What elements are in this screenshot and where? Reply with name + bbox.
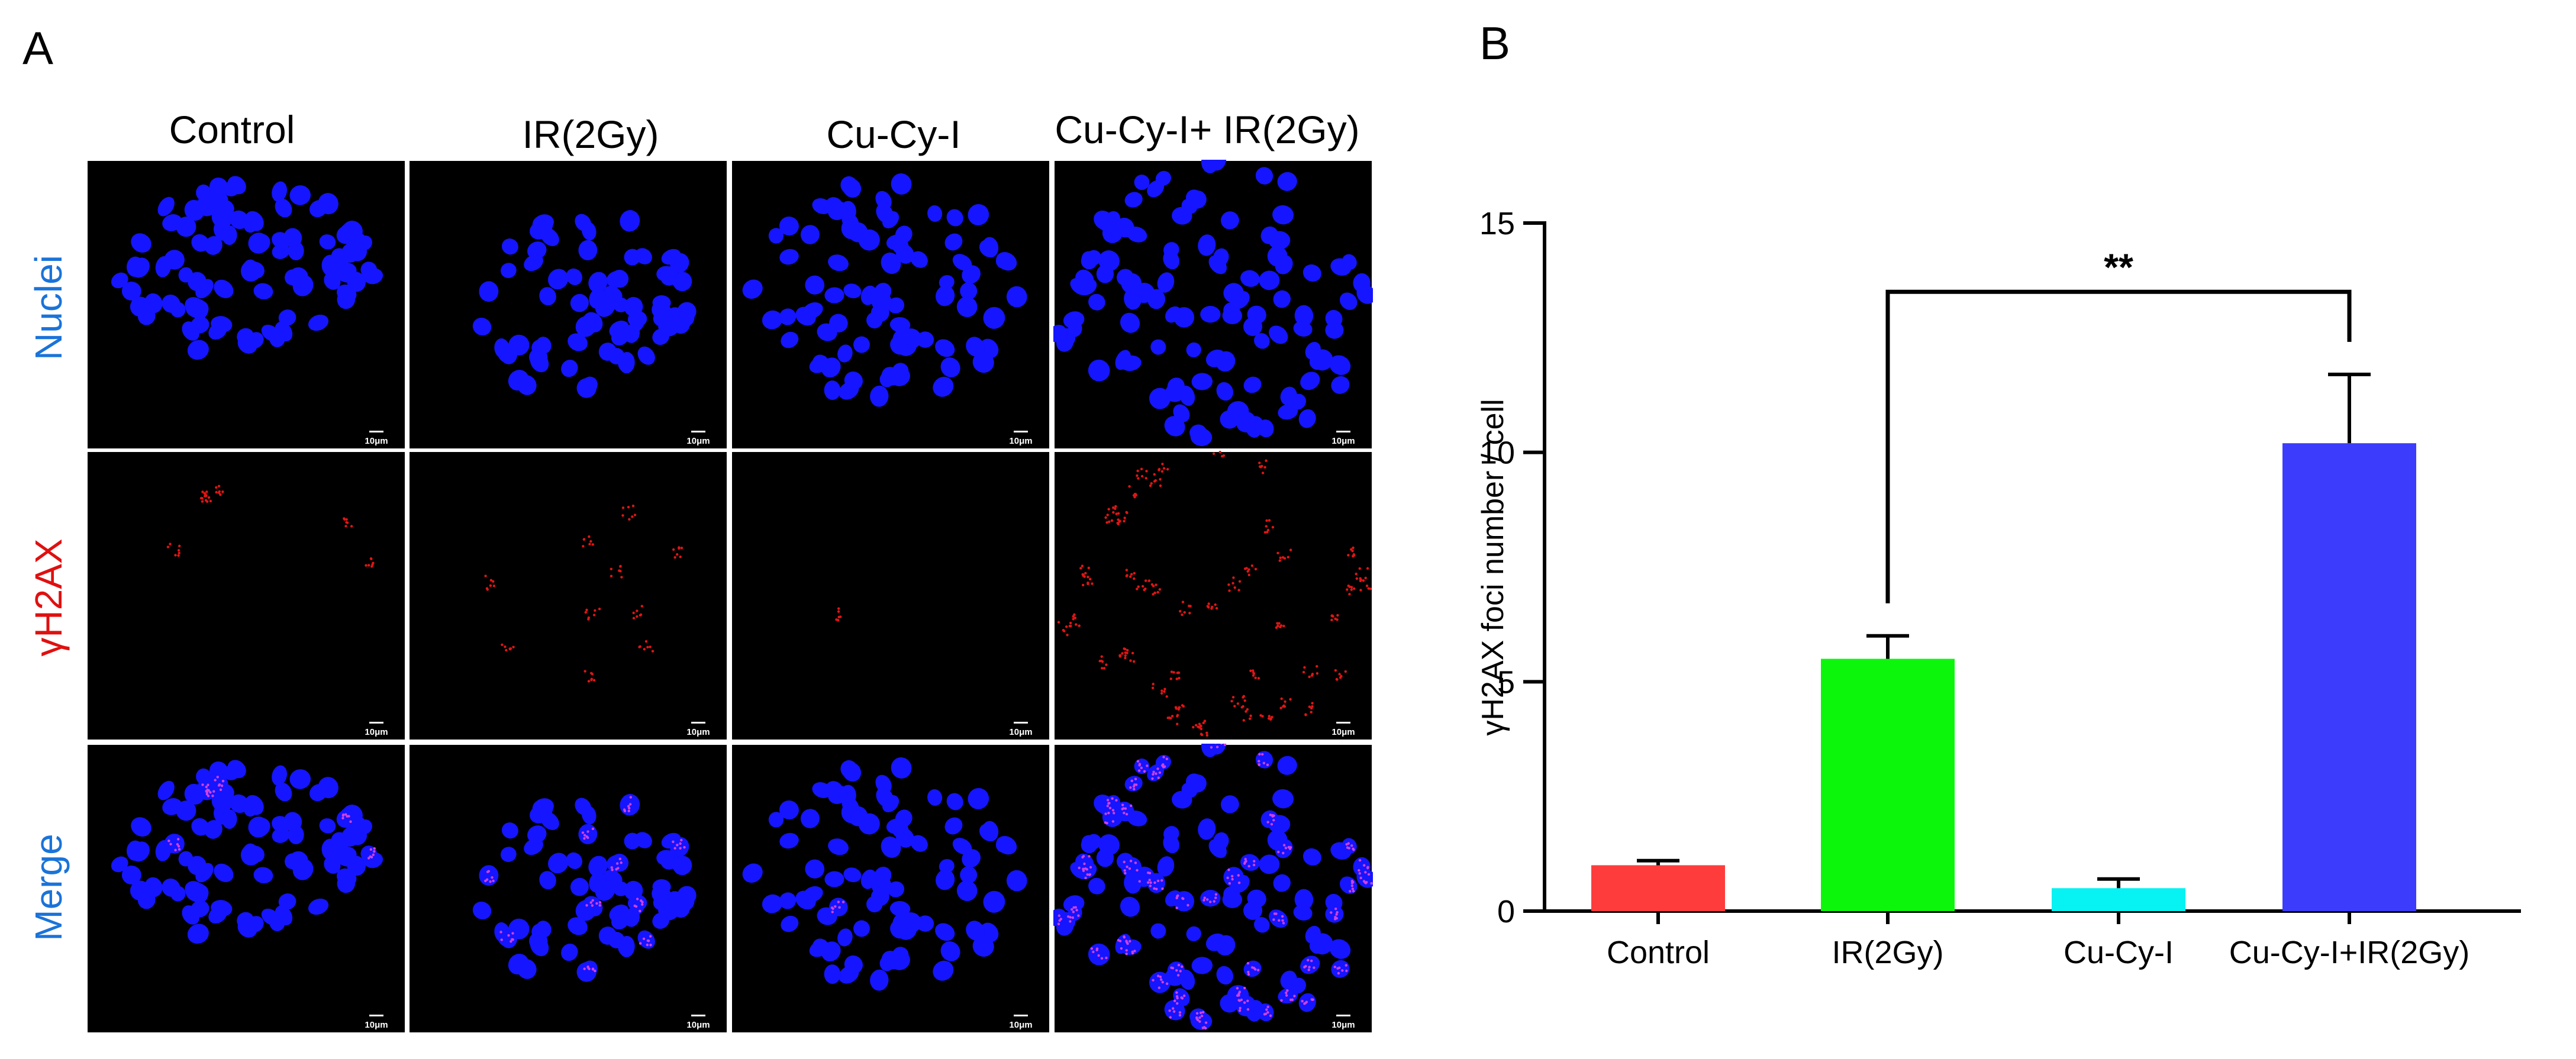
y-tick-label: 0 <box>1497 894 1515 929</box>
bar <box>2052 888 2185 911</box>
error-bar <box>1866 634 1909 659</box>
micrograph-tile: 10μm <box>1052 159 1374 451</box>
bar <box>2282 443 2416 911</box>
micrograph-tile: 10μm <box>730 450 1052 742</box>
column-titles: Control IR(2Gy) Cu-Cy-I Cu-Cy-I+ IR(2Gy) <box>169 108 1360 156</box>
scale-bar-label: 10μm <box>1331 436 1355 446</box>
micrograph-tile: 10μm <box>1052 742 1374 1035</box>
column-title-ir: IR(2Gy) <box>523 112 659 156</box>
column-title-cucyi-ir: Cu-Cy-I+ IR(2Gy) <box>1055 108 1359 151</box>
micrograph-tile: 10μm <box>407 742 729 1035</box>
scale-bar-label: 10μm <box>1009 436 1032 446</box>
scale-bar-label: 10μm <box>365 436 388 446</box>
micrograph-tile: 10μm <box>85 159 407 451</box>
row-label-gh2ax: γH2AX <box>27 538 70 656</box>
micrograph-tile: 10μm <box>407 450 729 742</box>
micrograph-tile: 10μm <box>1052 450 1374 742</box>
error-bar <box>1637 858 1679 866</box>
bar <box>1591 865 1725 911</box>
scale-bar-label: 10μm <box>1009 727 1032 737</box>
row-label-merge: Merge <box>27 834 70 941</box>
micrograph-tile: 10μm <box>407 159 729 451</box>
micrograph-tile: 10μm <box>85 742 407 1035</box>
y-axis-title: γH2AX foci number / cell <box>1476 399 1510 735</box>
scale-bar-label: 10μm <box>1331 1020 1355 1030</box>
panel-a-label: A <box>22 22 53 74</box>
y-tick-label: 15 <box>1479 206 1515 241</box>
y-tick-label: 5 <box>1497 664 1515 700</box>
column-title-control: Control <box>169 108 295 151</box>
micrograph-tile: 10μm <box>730 742 1052 1035</box>
significance-label: ** <box>2104 246 2133 288</box>
y-tick-label: 10 <box>1479 435 1515 471</box>
scale-bar-label: 10μm <box>365 1020 388 1030</box>
bar <box>1821 658 1955 911</box>
scale-bar-label: 10μm <box>686 436 710 446</box>
column-title-cucyi: Cu-Cy-I <box>826 112 960 156</box>
micrograph-grid: 10μm 10μm 10μm 10μm 10μm 10μm 10μm 10μm 10μm 10μm… <box>85 159 1374 1035</box>
significance-bracket <box>1885 289 2352 603</box>
scale-bar-label: 10μm <box>686 727 710 737</box>
micrograph-tile: 10μm <box>730 159 1052 451</box>
x-tick-label: IR(2Gy) <box>1832 935 1944 970</box>
error-bar <box>2097 877 2140 889</box>
x-tick-label: Control <box>1607 935 1710 970</box>
scale-bar-label: 10μm <box>686 1020 710 1030</box>
x-tick-label: Cu-Cy-I+IR(2Gy) <box>2229 935 2470 970</box>
x-tick-label: Cu-Cy-I <box>2064 935 2174 970</box>
row-label-nuclei: Nuclei <box>27 255 70 360</box>
micrograph-tile: 10μm <box>85 450 407 742</box>
chart-plot-area: 0 5 10 15 Control IR(2Gy) Cu-Cy-I Cu-Cy-I+IR(2G… <box>1479 206 2521 970</box>
micrograph-panel: A Control IR(2Gy) Cu-Cy-I Cu-Cy-I+ IR(2G… <box>22 22 1374 1035</box>
scale-bar-label: 10μm <box>1009 1020 1032 1030</box>
row-labels: Nuclei γH2AX Merge <box>27 255 70 941</box>
error-bar <box>2328 372 2371 444</box>
scale-bar-label: 10μm <box>365 727 388 737</box>
panel-b-label: B <box>1479 17 1510 69</box>
scale-bar-label: 10μm <box>1331 727 1355 737</box>
